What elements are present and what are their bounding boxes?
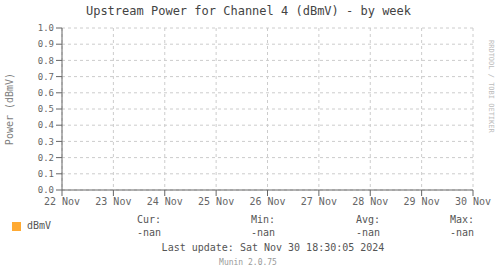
svg-text:0.5: 0.5 (38, 104, 54, 114)
html-text:Max:: Max: (450, 214, 474, 225)
svg-text:22 Nov: 22 Nov (44, 196, 80, 207)
svg-text:0.9: 0.9 (38, 39, 54, 49)
svg-text:Power (dBmV): Power (dBmV) (8, 73, 15, 145)
html-text:-nan: -nan (137, 227, 161, 238)
html-text:Upstream Power for Channel 4 (: Upstream Power for Channel 4 (dBmV) - by… (85, 4, 411, 18)
svg-text:0.4: 0.4 (38, 120, 54, 130)
svg-text:25 Nov: 25 Nov (198, 196, 234, 207)
html-text:dBmV: dBmV (27, 220, 52, 231)
svg-text:1.0: 1.0 (38, 23, 54, 33)
html-text:Munin 2.0.75: Munin 2.0.75 (219, 258, 277, 267)
svg-text:27 Nov: 27 Nov (301, 196, 337, 207)
svg-text:0.6: 0.6 (38, 88, 54, 98)
svg-text:0.8: 0.8 (38, 56, 54, 66)
svg-text:26 Nov: 26 Nov (249, 196, 285, 207)
svg-text:0.3: 0.3 (38, 137, 54, 147)
html-text:-nan: -nan (251, 227, 275, 238)
svg-text:23 Nov: 23 Nov (95, 196, 131, 207)
html-text:Avg:: Avg: (356, 214, 380, 225)
html-text:RRDTOOL / TOBI OETIKER: RRDTOOL / TOBI OETIKER (487, 40, 495, 133)
svg-text:24 Nov: 24 Nov (147, 196, 183, 207)
html-text:Cur:: Cur: (137, 214, 161, 225)
svg-text:0.2: 0.2 (38, 153, 54, 163)
html-text:Min:: Min: (251, 214, 275, 225)
svg-text:0.0: 0.0 (38, 185, 54, 195)
html-text:-nan: -nan (450, 227, 474, 238)
html-text:Last update: Sat Nov 30 18:30:: Last update: Sat Nov 30 18:30:05 2024 (161, 242, 385, 253)
svg-text:0.7: 0.7 (38, 72, 54, 82)
svg-text:0.1: 0.1 (38, 169, 54, 179)
svg-text:29 Nov: 29 Nov (404, 196, 440, 207)
html-text:-nan: -nan (356, 227, 380, 238)
svg-text:28 Nov: 28 Nov (352, 196, 388, 207)
svg-text:30 Nov: 30 Nov (455, 196, 489, 207)
